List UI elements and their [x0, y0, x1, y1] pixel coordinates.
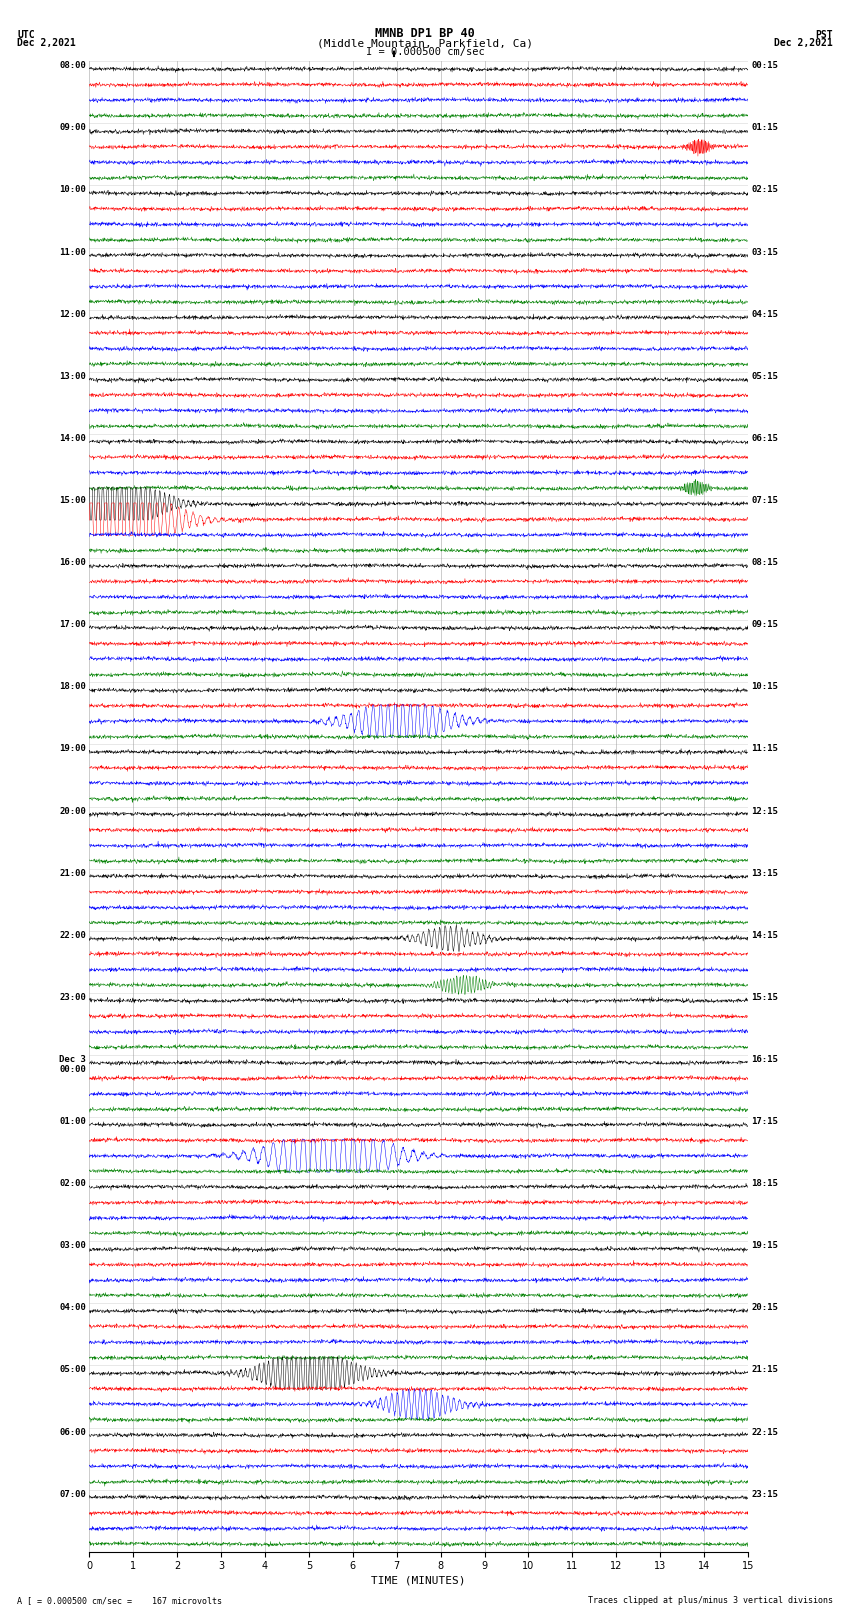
Text: 21:00: 21:00	[60, 869, 86, 877]
Text: (Middle Mountain, Parkfield, Ca): (Middle Mountain, Parkfield, Ca)	[317, 39, 533, 48]
Text: 23:15: 23:15	[751, 1490, 778, 1498]
Text: 22:15: 22:15	[751, 1428, 778, 1437]
Text: 12:00: 12:00	[60, 310, 86, 319]
Text: 05:15: 05:15	[751, 373, 778, 381]
Text: 06:15: 06:15	[751, 434, 778, 444]
Text: 14:15: 14:15	[751, 931, 778, 940]
Text: 13:00: 13:00	[60, 373, 86, 381]
Text: 18:15: 18:15	[751, 1179, 778, 1189]
Text: 11:15: 11:15	[751, 745, 778, 753]
Text: 06:00: 06:00	[60, 1428, 86, 1437]
Text: 09:00: 09:00	[60, 124, 86, 132]
Text: 10:00: 10:00	[60, 185, 86, 195]
Text: Dec 2,2021: Dec 2,2021	[17, 39, 76, 48]
Text: 07:00: 07:00	[60, 1490, 86, 1498]
Text: 04:15: 04:15	[751, 310, 778, 319]
Text: MMNB DP1 BP 40: MMNB DP1 BP 40	[375, 26, 475, 39]
Text: 01:15: 01:15	[751, 124, 778, 132]
Text: 16:00: 16:00	[60, 558, 86, 568]
Text: UTC: UTC	[17, 29, 35, 39]
Text: Dec 3
00:00: Dec 3 00:00	[60, 1055, 86, 1074]
Text: 13:15: 13:15	[751, 869, 778, 877]
Text: 07:15: 07:15	[751, 497, 778, 505]
Text: 16:15: 16:15	[751, 1055, 778, 1065]
Text: 18:00: 18:00	[60, 682, 86, 692]
Text: 09:15: 09:15	[751, 621, 778, 629]
Text: 03:00: 03:00	[60, 1242, 86, 1250]
Text: 20:15: 20:15	[751, 1303, 778, 1313]
Text: 03:15: 03:15	[751, 248, 778, 256]
Text: I = 0.000500 cm/sec: I = 0.000500 cm/sec	[366, 47, 484, 58]
Text: 02:00: 02:00	[60, 1179, 86, 1189]
Text: 11:00: 11:00	[60, 248, 86, 256]
Text: Dec 2,2021: Dec 2,2021	[774, 39, 833, 48]
Text: 08:15: 08:15	[751, 558, 778, 568]
Text: 10:15: 10:15	[751, 682, 778, 692]
Text: 04:00: 04:00	[60, 1303, 86, 1313]
Text: A [ = 0.000500 cm/sec =    167 microvolts: A [ = 0.000500 cm/sec = 167 microvolts	[17, 1595, 222, 1605]
Text: PST: PST	[815, 29, 833, 39]
Text: 20:00: 20:00	[60, 806, 86, 816]
Text: 23:00: 23:00	[60, 994, 86, 1002]
Text: 17:00: 17:00	[60, 621, 86, 629]
Text: 19:15: 19:15	[751, 1242, 778, 1250]
Text: 22:00: 22:00	[60, 931, 86, 940]
Text: 21:15: 21:15	[751, 1365, 778, 1374]
Text: 19:00: 19:00	[60, 745, 86, 753]
Text: 15:15: 15:15	[751, 994, 778, 1002]
Text: 12:15: 12:15	[751, 806, 778, 816]
Text: Traces clipped at plus/minus 3 vertical divisions: Traces clipped at plus/minus 3 vertical …	[588, 1595, 833, 1605]
Text: 17:15: 17:15	[751, 1118, 778, 1126]
Text: 02:15: 02:15	[751, 185, 778, 195]
Text: 08:00: 08:00	[60, 61, 86, 71]
Text: 01:00: 01:00	[60, 1118, 86, 1126]
Text: 00:15: 00:15	[751, 61, 778, 71]
Text: 15:00: 15:00	[60, 497, 86, 505]
Text: 05:00: 05:00	[60, 1365, 86, 1374]
X-axis label: TIME (MINUTES): TIME (MINUTES)	[371, 1576, 466, 1586]
Text: 14:00: 14:00	[60, 434, 86, 444]
